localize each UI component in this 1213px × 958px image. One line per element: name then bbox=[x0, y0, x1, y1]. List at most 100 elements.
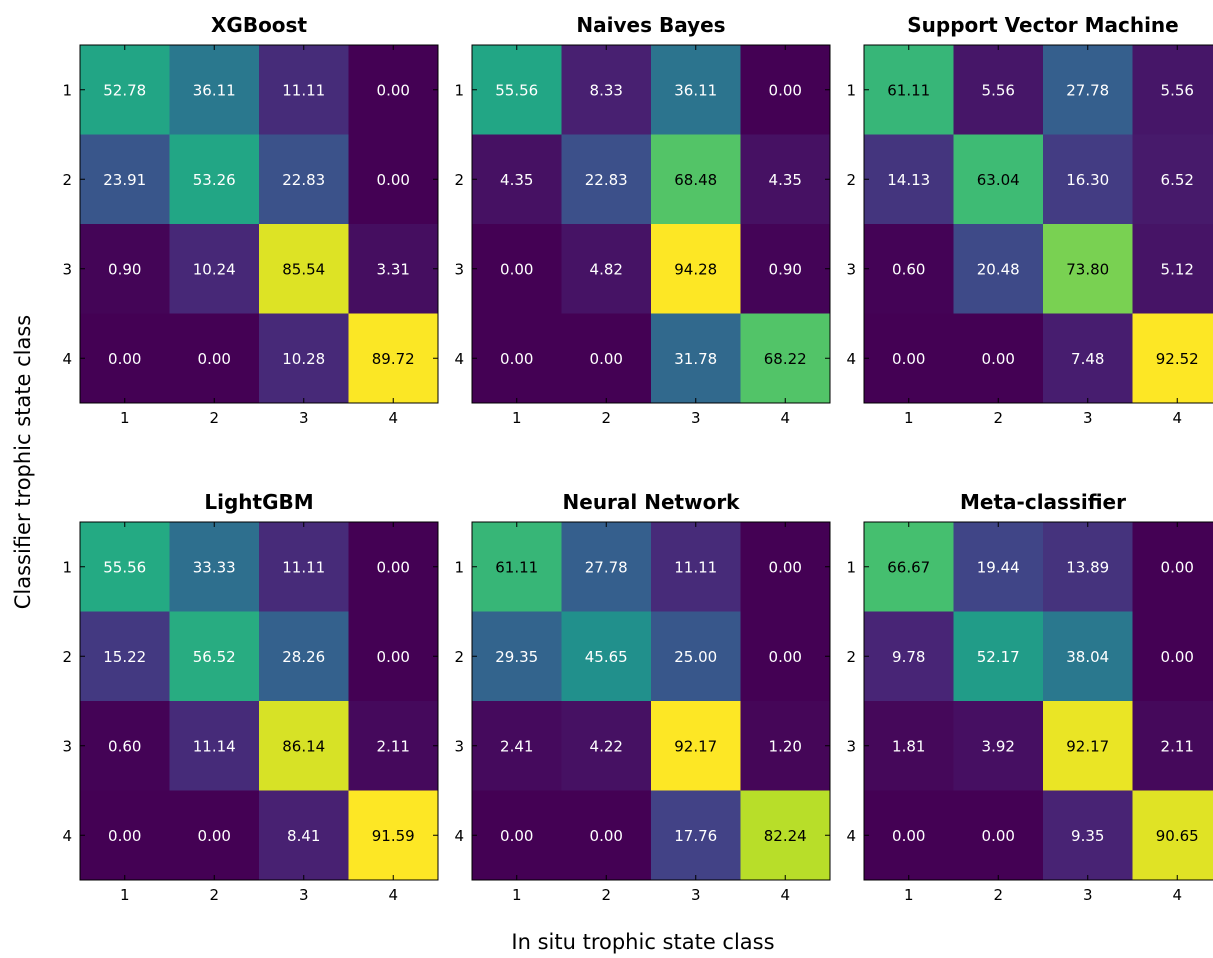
y-tick-label-3-3: 4 bbox=[62, 827, 72, 845]
cell-value-label-5-0-1: 19.44 bbox=[977, 558, 1020, 576]
y-tick-label-5-3: 4 bbox=[846, 827, 856, 845]
y-tick-label-5-2: 3 bbox=[846, 737, 856, 755]
cell-value-label-1-0-3: 0.00 bbox=[769, 81, 802, 99]
cell-value-label-2-3-0: 0.00 bbox=[892, 350, 925, 368]
cell-value-label-0-2-3: 3.31 bbox=[377, 260, 410, 278]
cell-value-label-3-0-1: 33.33 bbox=[193, 558, 236, 576]
x-tick-label-0-0: 1 bbox=[120, 409, 130, 427]
cell-value-label-4-3-2: 17.76 bbox=[674, 827, 717, 845]
cell-value-label-3-0-3: 0.00 bbox=[377, 558, 410, 576]
cell-value-label-2-3-3: 92.52 bbox=[1156, 350, 1199, 368]
cell-value-label-3-1-1: 56.52 bbox=[193, 648, 236, 666]
y-tick-label-0-3: 4 bbox=[62, 350, 72, 368]
x-tick-label-0-2: 3 bbox=[299, 409, 309, 427]
cell-value-label-3-1-2: 28.26 bbox=[282, 648, 325, 666]
cell-value-label-0-0-1: 36.11 bbox=[193, 81, 236, 99]
x-tick-label-0-3: 4 bbox=[388, 409, 398, 427]
x-tick-label-4-1: 2 bbox=[601, 886, 611, 904]
cell-value-label-4-1-1: 45.65 bbox=[585, 648, 628, 666]
cell-value-label-5-0-2: 13.89 bbox=[1066, 558, 1109, 576]
cell-value-label-3-2-3: 2.11 bbox=[377, 737, 410, 755]
x-tick-label-4-0: 1 bbox=[512, 886, 522, 904]
cell-value-label-3-3-0: 0.00 bbox=[108, 827, 141, 845]
cell-value-label-0-3-2: 10.28 bbox=[282, 350, 325, 368]
subplot-title-4: Neural Network bbox=[563, 490, 741, 514]
cell-value-label-0-0-2: 11.11 bbox=[282, 81, 325, 99]
x-tick-label-3-0: 1 bbox=[120, 886, 130, 904]
cell-value-label-1-3-0: 0.00 bbox=[500, 350, 533, 368]
cell-value-label-5-1-2: 38.04 bbox=[1066, 648, 1109, 666]
cell-value-label-3-0-0: 55.56 bbox=[103, 558, 146, 576]
cell-value-label-1-0-0: 55.56 bbox=[495, 81, 538, 99]
cell-value-label-5-3-1: 0.00 bbox=[982, 827, 1015, 845]
y-tick-label-4-1: 2 bbox=[454, 648, 464, 666]
cell-value-label-3-1-3: 0.00 bbox=[377, 648, 410, 666]
cell-value-label-0-1-1: 53.26 bbox=[193, 171, 236, 189]
cell-value-label-4-1-0: 29.35 bbox=[495, 648, 538, 666]
cell-value-label-1-1-0: 4.35 bbox=[500, 171, 533, 189]
cell-value-label-0-1-2: 22.83 bbox=[282, 171, 325, 189]
y-tick-label-0-1: 2 bbox=[62, 171, 72, 189]
cell-value-label-4-0-0: 61.11 bbox=[495, 558, 538, 576]
cell-value-label-2-0-2: 27.78 bbox=[1066, 81, 1109, 99]
y-tick-label-3-0: 1 bbox=[62, 558, 72, 576]
cell-value-label-5-1-3: 0.00 bbox=[1161, 648, 1194, 666]
x-tick-label-1-1: 2 bbox=[601, 409, 611, 427]
cell-value-label-4-1-2: 25.00 bbox=[674, 648, 717, 666]
cell-value-label-2-1-3: 6.52 bbox=[1161, 171, 1194, 189]
cell-value-label-5-0-3: 0.00 bbox=[1161, 558, 1194, 576]
cell-value-label-4-1-3: 0.00 bbox=[769, 648, 802, 666]
cell-value-label-0-2-1: 10.24 bbox=[193, 260, 236, 278]
x-tick-label-1-3: 4 bbox=[780, 409, 790, 427]
y-tick-label-3-1: 2 bbox=[62, 648, 72, 666]
cell-value-label-2-1-1: 63.04 bbox=[977, 171, 1020, 189]
cell-value-label-5-1-0: 9.78 bbox=[892, 648, 925, 666]
cell-value-label-2-2-2: 73.80 bbox=[1066, 260, 1109, 278]
y-axis-label: Classifier trophic state class bbox=[11, 315, 35, 610]
cell-value-label-1-2-0: 0.00 bbox=[500, 260, 533, 278]
cell-value-label-3-3-3: 91.59 bbox=[372, 827, 415, 845]
cell-value-label-4-2-1: 4.22 bbox=[590, 737, 623, 755]
cell-value-label-2-3-1: 0.00 bbox=[982, 350, 1015, 368]
cell-value-label-0-1-0: 23.91 bbox=[103, 171, 146, 189]
subplot-title-0: XGBoost bbox=[211, 13, 307, 37]
cell-value-label-1-3-2: 31.78 bbox=[674, 350, 717, 368]
cell-value-label-5-1-1: 52.17 bbox=[977, 648, 1020, 666]
cell-value-label-1-1-1: 22.83 bbox=[585, 171, 628, 189]
cell-value-label-1-3-1: 0.00 bbox=[590, 350, 623, 368]
cell-value-label-2-2-0: 0.60 bbox=[892, 260, 925, 278]
cell-value-label-3-0-2: 11.11 bbox=[282, 558, 325, 576]
x-tick-label-4-2: 3 bbox=[691, 886, 701, 904]
cell-value-label-2-0-3: 5.56 bbox=[1161, 81, 1194, 99]
cell-value-label-2-2-1: 20.48 bbox=[977, 260, 1020, 278]
y-tick-label-2-0: 1 bbox=[846, 81, 856, 99]
y-tick-label-1-3: 4 bbox=[454, 350, 464, 368]
cell-value-label-5-3-2: 9.35 bbox=[1071, 827, 1104, 845]
cell-value-label-2-3-2: 7.48 bbox=[1071, 350, 1104, 368]
cell-value-label-0-3-1: 0.00 bbox=[198, 350, 231, 368]
x-tick-label-3-2: 3 bbox=[299, 886, 309, 904]
subplot-title-5: Meta-classifier bbox=[960, 490, 1126, 514]
x-tick-label-1-0: 1 bbox=[512, 409, 522, 427]
cell-value-label-5-3-3: 90.65 bbox=[1156, 827, 1199, 845]
y-tick-label-2-2: 3 bbox=[846, 260, 856, 278]
cell-value-label-0-0-3: 0.00 bbox=[377, 81, 410, 99]
cell-value-label-3-2-1: 11.14 bbox=[193, 737, 236, 755]
y-tick-label-0-2: 3 bbox=[62, 260, 72, 278]
x-tick-label-4-3: 4 bbox=[780, 886, 790, 904]
cell-value-label-3-3-1: 0.00 bbox=[198, 827, 231, 845]
cell-value-label-2-1-0: 14.13 bbox=[887, 171, 930, 189]
x-tick-label-5-0: 1 bbox=[904, 886, 914, 904]
cell-value-label-2-0-0: 61.11 bbox=[887, 81, 930, 99]
x-tick-label-0-1: 2 bbox=[209, 409, 219, 427]
y-tick-label-1-2: 3 bbox=[454, 260, 464, 278]
y-tick-label-4-0: 1 bbox=[454, 558, 464, 576]
cell-value-label-1-2-2: 94.28 bbox=[674, 260, 717, 278]
subplot-title-1: Naives Bayes bbox=[576, 13, 725, 37]
x-tick-label-2-1: 2 bbox=[993, 409, 1003, 427]
cell-value-label-5-0-0: 66.67 bbox=[887, 558, 930, 576]
cell-value-label-5-3-0: 0.00 bbox=[892, 827, 925, 845]
x-tick-label-2-3: 4 bbox=[1172, 409, 1182, 427]
